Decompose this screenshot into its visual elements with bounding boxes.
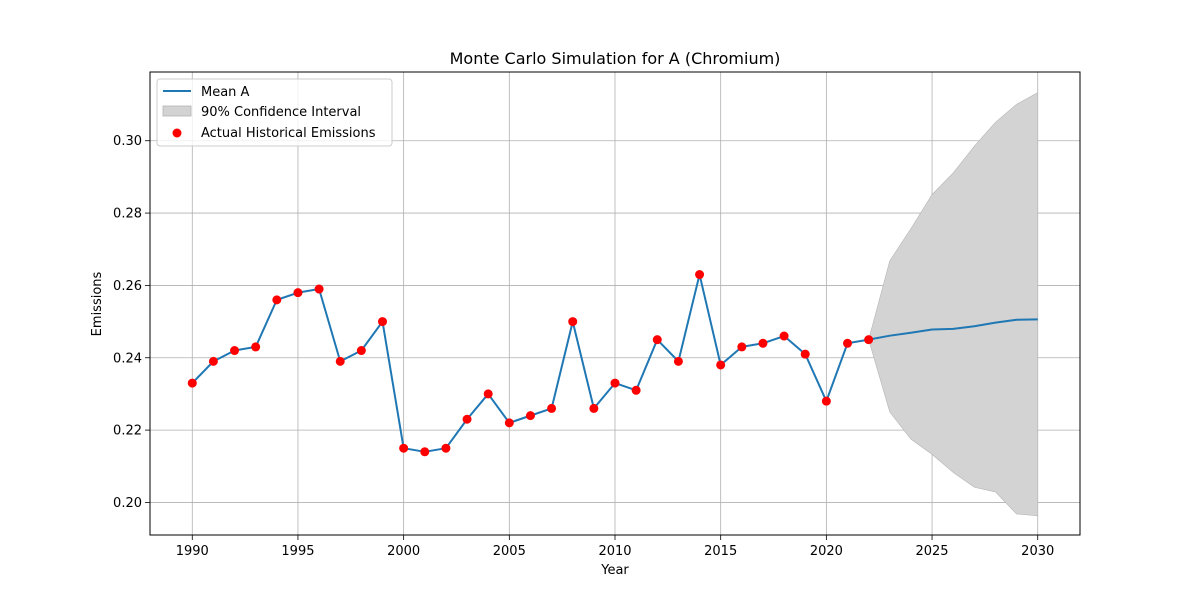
actual-emission-point: [399, 443, 409, 453]
x-axis-ticks: 1990 1995 2000 2005 2010 2015 2020 2025 2030: [176, 535, 1054, 559]
actual-emission-point: [251, 342, 261, 352]
x-tick-label: 2015: [704, 544, 737, 559]
confidence-band-layer: [868, 92, 1039, 517]
actual-emission-point: [314, 284, 324, 294]
legend-swatch-confidence-interval: [162, 105, 192, 117]
actual-emission-point: [420, 447, 430, 457]
actual-emission-point: [356, 346, 366, 356]
x-tick-label: 2010: [598, 544, 631, 559]
actual-emission-point: [843, 338, 852, 348]
actual-emission-point: [737, 342, 747, 352]
actual-emission-point: [589, 403, 599, 413]
y-tick-label: 0.26: [113, 279, 142, 294]
actual-emission-point: [462, 414, 472, 424]
legend: Mean A 90% Confidence Interval Actual Hi…: [156, 78, 393, 147]
actual-emission-point: [441, 443, 451, 453]
actual-emission-point: [673, 356, 683, 366]
actual-emission-point: [610, 378, 620, 388]
x-tick-label: 2030: [1021, 544, 1054, 559]
actual-emission-point: [716, 360, 726, 370]
actual-points-layer: [187, 270, 874, 457]
actual-emission-point: [758, 338, 768, 348]
y-tick-label: 0.30: [113, 134, 142, 149]
actual-emission-point: [230, 346, 240, 356]
x-tick-label: 2005: [493, 544, 526, 559]
legend-label-confidence-interval: 90% Confidence Interval: [201, 105, 361, 120]
actual-emission-point: [187, 378, 197, 388]
x-tick-label: 2020: [810, 544, 843, 559]
x-tick-label: 2025: [915, 544, 948, 559]
actual-emission-point: [779, 331, 789, 341]
y-tick-label: 0.24: [113, 351, 142, 366]
y-axis-ticks: 0.20 0.22 0.24 0.26 0.28 0.30: [113, 134, 150, 511]
x-axis-label: Year: [600, 563, 629, 578]
actual-emission-point: [547, 403, 557, 413]
x-tick-label: 2000: [387, 544, 420, 559]
actual-emission-point: [378, 317, 387, 327]
legend-swatch-actual-emissions: [172, 128, 182, 138]
actual-emission-point: [800, 349, 810, 359]
x-tick-label: 1990: [176, 544, 209, 559]
actual-emission-point: [293, 288, 303, 298]
actual-emission-point: [272, 295, 282, 305]
actual-emission-point: [483, 389, 493, 399]
x-tick-label: 1995: [281, 544, 314, 559]
actual-emission-point: [652, 335, 662, 345]
actual-emission-point: [695, 270, 705, 280]
y-axis-label: Emissions: [90, 271, 105, 336]
actual-emission-point: [525, 411, 535, 421]
actual-emission-point: [821, 396, 831, 406]
confidence-interval-band: [868, 92, 1039, 517]
legend-label-mean: Mean A: [201, 85, 250, 100]
actual-emission-point: [504, 418, 514, 428]
actual-emission-point: [631, 385, 641, 395]
y-tick-label: 0.22: [113, 424, 142, 439]
y-tick-label: 0.28: [113, 207, 142, 222]
actual-emission-point: [335, 356, 345, 366]
legend-label-actual-emissions: Actual Historical Emissions: [201, 126, 376, 141]
actual-emission-point: [208, 356, 218, 366]
legend-box: [156, 78, 393, 147]
chart-title: Monte Carlo Simulation for A (Chromium): [450, 49, 781, 68]
actual-emission-point: [864, 335, 874, 345]
actual-emission-point: [568, 317, 578, 327]
y-tick-label: 0.20: [113, 496, 142, 511]
